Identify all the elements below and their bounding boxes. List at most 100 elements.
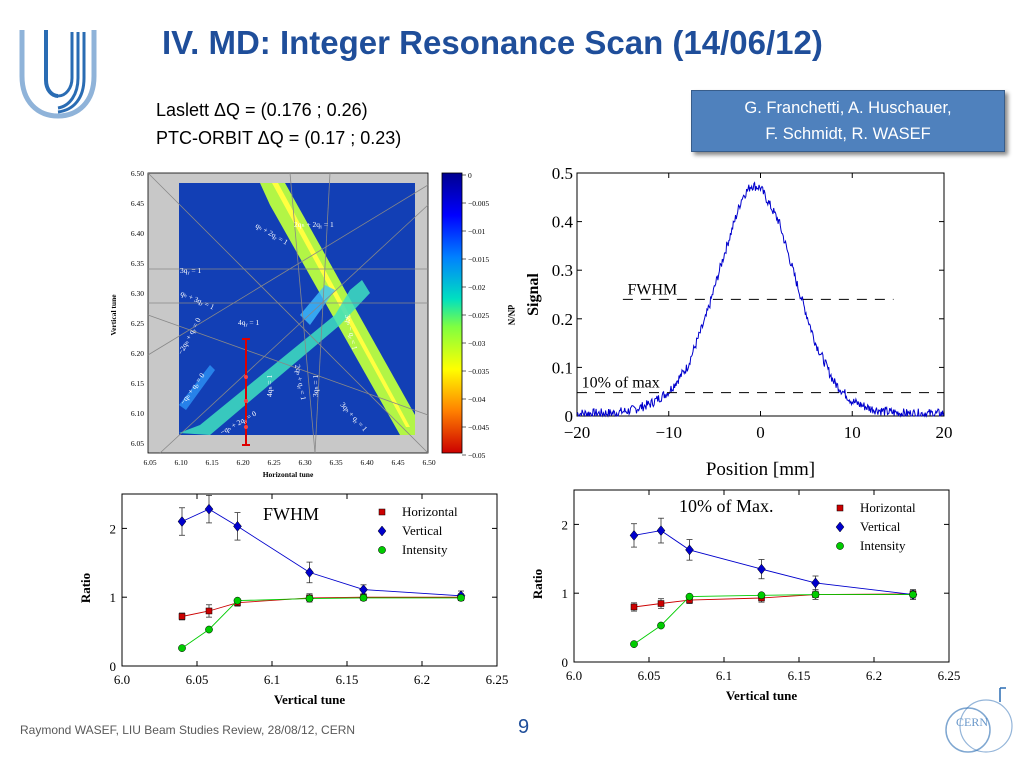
resonance-label: 4qₕ = 1 <box>265 374 274 397</box>
colorbar-tick-label: −0.045 <box>468 423 489 432</box>
tune-map-ytick-label: 6.20 <box>131 349 144 358</box>
ratio-frame <box>121 493 498 667</box>
ratio-series-line <box>633 530 914 596</box>
tune-map-ytick-label: 6.40 <box>131 229 144 238</box>
profile-ytick-label: 0.4 <box>552 213 574 232</box>
colorbar-tick-label: 0 <box>468 171 472 180</box>
colorbar-tick-label: −0.025 <box>468 311 489 320</box>
profile-ytick-label: 0 <box>565 407 574 426</box>
ratio-data-point <box>359 584 368 596</box>
ratio-frame <box>573 489 950 663</box>
tune-map-xtick-label: 6.35 <box>329 458 342 467</box>
tenpct-ratio-chart: 0 1 2 6.0 6.05 6.1 6.15 6.2 6.25 Vertical tune Rat… <box>530 489 960 703</box>
ratio-xtick-label: 6.05 <box>638 668 661 683</box>
profile-trace <box>576 181 945 418</box>
page-title: IV. MD: Integer Resonance Scan (14/06/12… <box>162 24 823 61</box>
tune-map-xtick-label: 6.10 <box>174 458 187 467</box>
ratio-ytick-label: 1 <box>562 586 569 601</box>
legend-label: Vertical <box>402 523 443 538</box>
ratio-xlabel: Vertical tune <box>726 688 798 703</box>
ratio-data-point <box>233 596 242 605</box>
legend-marker <box>378 546 386 554</box>
ratio-data-point <box>657 621 665 630</box>
profile-ytick-label: 0.1 <box>552 358 573 377</box>
tune-map-ytick-label: 6.10 <box>131 409 144 418</box>
legend-marker <box>835 521 845 533</box>
ratio-data-point <box>177 516 187 527</box>
profile-ylabel: Signal <box>525 273 542 316</box>
ratio-ytick-label: 2 <box>562 517 569 532</box>
profile-xtick-label: 20 <box>936 423 953 442</box>
tune-map-ytick-label: 6.30 <box>131 289 144 298</box>
ratio-series-line <box>633 594 913 645</box>
ratio-data-point <box>657 600 665 607</box>
tune-map-xtick-label: 6.15 <box>205 458 218 467</box>
resonance-label: 3qᵧ = 1 <box>180 266 201 276</box>
svg-text:CERN: CERN <box>956 715 988 729</box>
profile-xtick-label: −20 <box>564 423 591 442</box>
legend-label: Intensity <box>402 542 448 557</box>
ratio-data-point <box>205 607 213 615</box>
legend-label: Intensity <box>860 538 906 553</box>
ratio-xtick-label: 6.1 <box>716 668 732 683</box>
tune-map-xtick-label: 6.20 <box>236 458 249 467</box>
ratio-data-point <box>630 640 638 648</box>
colorbar-tick-label: −0.005 <box>468 199 489 208</box>
u-logo-icon <box>19 30 97 119</box>
profile-ytick-label: 0.3 <box>552 261 573 280</box>
legend-marker <box>377 525 387 537</box>
resonance-label: 4qᵧ = 1 <box>238 318 259 328</box>
ratio-data-point <box>757 563 766 575</box>
laslett-line: Laslett ΔQ = (0.176 ; 0.26) <box>156 100 368 120</box>
resonance-label: 2qₕ + 2qᵧ = 1 <box>294 220 334 230</box>
fwhm-ratio-chart: 0 1 2 6.0 6.05 6.1 6.15 6.2 6.25 Vertical tune Rat… <box>78 493 508 707</box>
ratio-data-point <box>909 590 917 599</box>
ratio-data-point <box>457 594 465 602</box>
resonance-band-left <box>179 365 215 410</box>
tune-map-xtick-label: 6.45 <box>391 458 404 467</box>
resonance-label: 3qₕ = 1 <box>311 374 320 397</box>
ratio-data-point <box>178 644 186 652</box>
legend-marker <box>836 542 844 550</box>
tune-shift-text: Laslett ΔQ = (0.176 ; 0.26) PTC-ORBIT ΔQ… <box>156 96 401 152</box>
legend-marker <box>378 508 386 516</box>
ratio-ytick-label: 2 <box>110 521 117 536</box>
ratio-data-point <box>757 591 766 600</box>
ratio-data-point <box>629 530 639 541</box>
tune-map-ytick-label: 6.45 <box>131 199 144 208</box>
ratio-data-point <box>178 613 186 620</box>
tune-map-ytick-label: 6.50 <box>131 169 144 178</box>
ratio-title: FWHM <box>263 504 319 524</box>
ratio-ytick-label: 0 <box>110 659 117 674</box>
tune-map-ytick-label: 6.05 <box>131 439 144 448</box>
ratio-xlabel: Vertical tune <box>274 692 346 707</box>
profile-xlabel: Position [mm] <box>706 459 815 480</box>
ratio-ylabel: Ratio <box>78 573 93 603</box>
profile-annotation-label: 10% of max <box>582 375 660 392</box>
legend-label: Vertical <box>860 519 901 534</box>
ratio-data-point <box>685 544 694 556</box>
resonance-band-diagonal <box>179 280 370 435</box>
profile-xtick-label: 10 <box>844 423 861 442</box>
ratio-xtick-label: 6.05 <box>186 672 209 687</box>
profile-ytick-label: 0.2 <box>552 310 573 329</box>
ratio-series-line <box>181 596 461 617</box>
ratio-xtick-label: 6.2 <box>414 672 430 687</box>
ratio-data-point <box>630 603 638 611</box>
ratio-title: 10% of Max. <box>679 496 773 516</box>
ratio-xtick-label: 6.15 <box>788 668 811 683</box>
ratio-data-point <box>811 577 820 589</box>
profile-annotation-label: FWHM <box>627 281 677 298</box>
colorbar-tick-label: −0.015 <box>468 255 489 264</box>
ratio-series-line <box>181 597 461 649</box>
colorbar-tick-label: −0.02 <box>468 283 486 292</box>
profile-ytick-label: 0.5 <box>552 164 573 183</box>
ratio-xtick-label: 6.2 <box>866 668 882 683</box>
colorbar-tick-label: −0.035 <box>468 367 489 376</box>
profile-xtick-label: −10 <box>655 423 682 442</box>
ratio-xtick-label: 6.0 <box>114 672 130 687</box>
colorbar-tick-label: −0.05 <box>468 451 486 460</box>
profile-xtick-label: 0 <box>756 423 765 442</box>
colorbar <box>441 172 463 454</box>
tune-map-xtick-label: 6.40 <box>360 458 373 467</box>
